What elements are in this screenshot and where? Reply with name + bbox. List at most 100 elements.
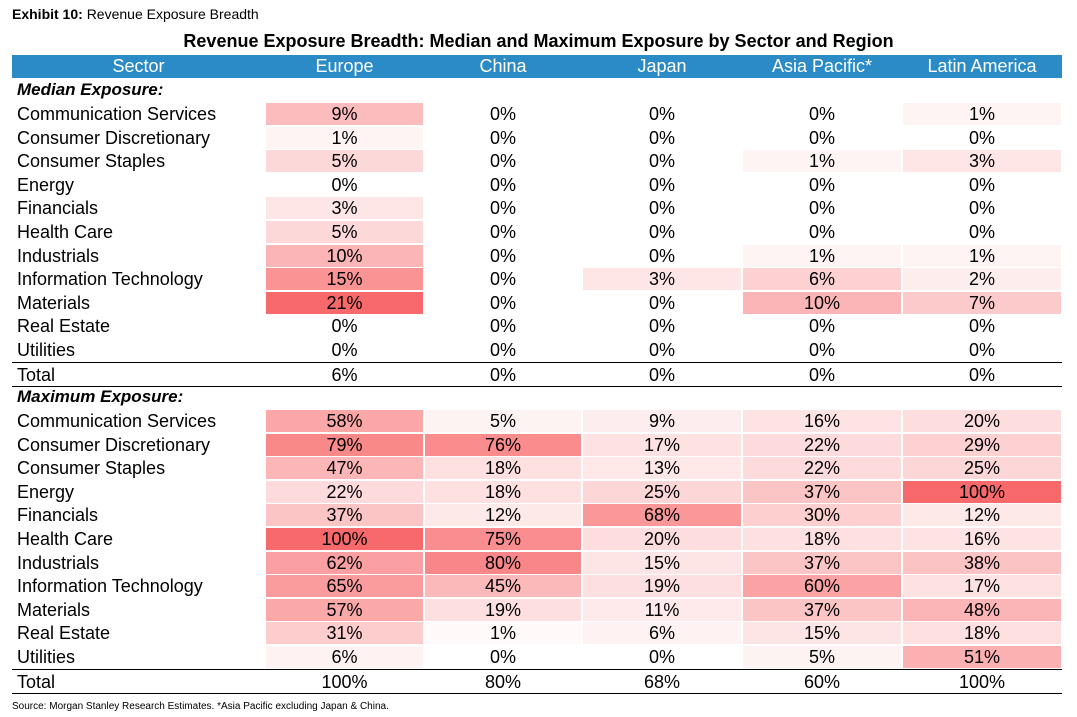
total-row: Total 100% 80% 68% 60% 100% — [12, 670, 1062, 694]
exposure-cell: 0% — [266, 173, 423, 196]
exposure-cell: 0% — [583, 339, 741, 361]
exposure-cell: 0% — [425, 150, 581, 173]
exhibit-label: Exhibit 10: — [12, 6, 83, 22]
exposure-cell: 45% — [425, 575, 581, 598]
column-header: Latin America — [927, 56, 1037, 76]
exposure-cell: 29% — [903, 433, 1061, 456]
exposure-cell: 30% — [743, 504, 901, 527]
exposure-cell: 25% — [903, 457, 1061, 480]
exposure-cell: 1% — [903, 244, 1061, 267]
total-cell: 60% — [803, 672, 841, 693]
exposure-cell: 60% — [743, 575, 901, 598]
total-label: Total — [17, 672, 56, 693]
exposure-cell: 5% — [266, 221, 423, 243]
total-divider — [12, 362, 1062, 364]
sector-label: Utilities — [17, 647, 76, 667]
exposure-cell: 0% — [903, 197, 1061, 220]
section-bottom-rule — [12, 693, 1062, 695]
total-row: Total 6% 0% 0% 0% 0% — [12, 363, 1062, 387]
exposure-cell: 19% — [425, 598, 581, 621]
exposure-cell: 76% — [425, 433, 581, 456]
exposure-cell: 3% — [583, 268, 741, 291]
exposure-cell: 15% — [743, 622, 901, 645]
sector-label: Energy — [17, 481, 75, 502]
table-row: Industrials 62% 80% 15% 37% 38% — [12, 551, 1062, 575]
exposure-cell: 19% — [583, 575, 741, 598]
sector-label: Health Care — [17, 529, 114, 549]
exposure-cell: 0% — [903, 339, 1061, 361]
exposure-cell: 0% — [583, 126, 741, 149]
table-row: Financials 3% 0% 0% 0% 0% — [12, 196, 1062, 220]
table-row: Energy 22% 18% 25% 37% 100% — [12, 480, 1062, 504]
table-row: Financials 37% 12% 68% 30% 12% — [12, 503, 1062, 527]
total-cell: 80% — [484, 672, 522, 693]
exposure-cell: 0% — [743, 173, 901, 196]
exposure-cell: 0% — [583, 315, 741, 338]
table-title: Revenue Exposure Breadth: Median and Max… — [183, 31, 894, 51]
exposure-cell: 1% — [743, 150, 901, 173]
exposure-cell: 21% — [266, 291, 423, 314]
exposure-cell: 0% — [743, 126, 901, 149]
exposure-cell: 18% — [425, 480, 581, 503]
exposure-cell: 62% — [266, 551, 423, 574]
exposure-cell: 0% — [743, 103, 901, 125]
exposure-cell: 3% — [903, 150, 1061, 173]
total-cell: 100% — [321, 672, 368, 693]
exhibit-caption: Exhibit 10: Revenue Exposure Breadth — [12, 6, 259, 22]
exposure-cell: 0% — [583, 197, 741, 220]
exposure-cell: 12% — [903, 504, 1061, 527]
total-cell: 0% — [968, 365, 995, 386]
sector-label: Industrials — [17, 552, 100, 573]
table-row: Industrials 10% 0% 0% 1% 1% — [12, 244, 1062, 268]
exhibit-text: Revenue Exposure Breadth — [86, 6, 259, 22]
column-header: Sector — [112, 56, 165, 76]
total-label: Total — [17, 365, 56, 386]
table-row: Communication Services 58% 5% 9% 16% 20% — [12, 409, 1062, 433]
column-header: Japan — [637, 56, 687, 76]
sector-label: Utilities — [17, 340, 76, 360]
table-row: Utilities 0% 0% 0% 0% 0% — [12, 338, 1062, 362]
table-row: Consumer Staples 5% 0% 0% 1% 3% — [12, 149, 1062, 173]
sector-label: Health Care — [17, 222, 114, 242]
exposure-cell: 12% — [425, 504, 581, 527]
table-row: Consumer Staples 47% 18% 13% 22% 25% — [12, 456, 1062, 480]
sector-label: Materials — [17, 292, 91, 313]
exposure-cell: 0% — [425, 197, 581, 220]
exposure-cell: 5% — [266, 150, 423, 173]
sector-label: Information Technology — [17, 269, 203, 290]
table-row: Communication Services 9% 0% 0% 0% 1% — [12, 102, 1062, 126]
exposure-cell: 3% — [266, 197, 423, 220]
exposure-cell: 18% — [425, 457, 581, 480]
exposure-cell: 0% — [425, 315, 581, 338]
exposure-cell: 0% — [583, 150, 741, 173]
total-cell: 0% — [489, 365, 516, 386]
total-cell: 68% — [643, 672, 681, 693]
sector-label: Real Estate — [17, 623, 111, 644]
exposure-cell: 1% — [743, 244, 901, 267]
exposure-cell: 15% — [266, 268, 423, 291]
sector-label: Financials — [17, 505, 99, 526]
exposure-cell: 17% — [903, 575, 1061, 598]
sector-label: Materials — [17, 599, 91, 620]
exposure-cell: 58% — [266, 410, 423, 432]
sector-label: Consumer Staples — [17, 151, 166, 172]
exposure-cell: 0% — [425, 268, 581, 291]
exposure-cell: 20% — [903, 410, 1061, 432]
exposure-cell: 37% — [743, 480, 901, 503]
exposure-cell: 80% — [425, 551, 581, 574]
exposure-cell: 0% — [425, 339, 581, 361]
section-bottom-rule — [12, 386, 1062, 388]
exposure-cell: 0% — [583, 244, 741, 267]
exposure-cell: 20% — [583, 528, 741, 550]
section-label: Median Exposure: — [17, 80, 164, 99]
table-row: Information Technology 65% 45% 19% 60% 17% — [12, 574, 1062, 598]
table-row: Energy 0% 0% 0% 0% 0% — [12, 173, 1062, 197]
exposure-cell: 17% — [583, 433, 741, 456]
table-row: Materials 21% 0% 0% 10% 7% — [12, 291, 1062, 315]
exposure-cell: 100% — [903, 480, 1061, 503]
exposure-cell: 25% — [583, 480, 741, 503]
exposure-cell: 48% — [903, 598, 1061, 621]
table-row: Health Care 5% 0% 0% 0% 0% — [12, 220, 1062, 244]
exposure-cell: 10% — [743, 291, 901, 314]
sector-label: Real Estate — [17, 316, 111, 337]
